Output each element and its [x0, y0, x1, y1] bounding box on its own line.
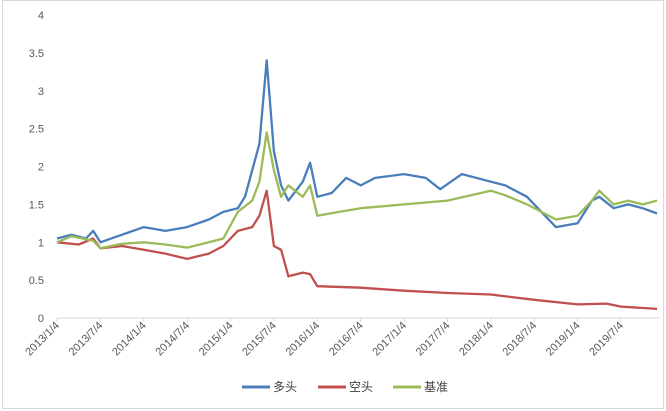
- x-tick-label: 2016/1/4: [284, 320, 323, 359]
- x-tick-label: 2018/1/4: [457, 320, 496, 359]
- x-tick-label: 2015/7/4: [240, 320, 279, 359]
- x-tick-label: 2013/7/4: [67, 320, 106, 359]
- y-tick-label: 2.5: [29, 124, 44, 136]
- x-tick-label: 2017/7/4: [414, 320, 453, 359]
- y-tick-label: 0: [38, 313, 44, 325]
- x-tick-label: 2019/7/4: [587, 320, 626, 359]
- x-tick-label: 2014/7/4: [153, 320, 192, 359]
- y-tick-label: 4: [38, 10, 44, 22]
- y-tick-label: 3.5: [29, 48, 44, 60]
- y-tick-label: 3: [38, 86, 44, 98]
- x-tick-label: 2016/7/4: [327, 320, 366, 359]
- series-line-2: [56, 131, 658, 250]
- x-tick-label: 2017/1/4: [370, 320, 409, 359]
- x-tick-label: 2014/1/4: [110, 320, 149, 359]
- y-tick-label: 2: [38, 162, 44, 174]
- legend-label-1: 空头: [349, 380, 373, 394]
- series-line-0: [56, 59, 658, 244]
- y-tick-label: 1: [38, 237, 44, 249]
- y-tick-label: 1.5: [29, 199, 44, 211]
- legend-label-2: 基准: [424, 380, 448, 394]
- y-tick-label: 0.5: [29, 275, 44, 287]
- x-tick-label: 2013/1/4: [23, 320, 62, 359]
- series-line-1: [56, 189, 658, 311]
- x-tick-label: 2019/1/4: [544, 320, 583, 359]
- x-tick-label: 2018/7/4: [501, 320, 540, 359]
- x-tick-label: 2015/1/4: [197, 320, 236, 359]
- legend-label-0: 多头: [273, 380, 297, 394]
